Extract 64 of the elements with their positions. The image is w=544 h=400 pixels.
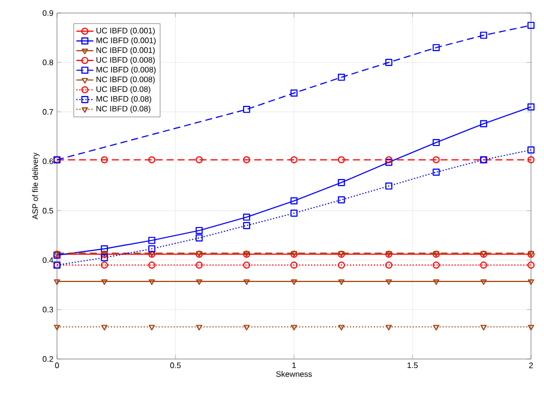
point [243,156,250,164]
point [196,279,202,285]
point [338,262,345,269]
point [527,156,535,164]
point [385,156,392,164]
point [100,156,108,164]
point [148,262,156,269]
point [527,103,535,110]
point [148,245,156,252]
point [527,262,535,269]
point [338,279,345,285]
point [338,179,345,186]
point [243,214,250,221]
point [338,324,345,330]
point [196,234,203,242]
point [290,210,298,217]
point [528,324,534,330]
point [148,156,156,164]
point [101,279,108,285]
point [54,324,60,330]
point [100,262,108,269]
point [480,32,488,39]
point [386,279,392,285]
point [243,324,250,330]
point [148,236,156,244]
point [338,74,345,81]
point [196,226,203,234]
point [290,156,298,164]
point [386,324,392,330]
point [243,262,250,269]
point [243,279,250,285]
point [148,279,155,285]
point [432,44,440,52]
point [480,120,488,128]
point [243,106,250,113]
point [290,262,298,269]
point [480,279,487,285]
point [290,90,298,97]
point [385,182,392,190]
point [432,168,440,176]
point [432,138,440,146]
point [101,324,108,330]
point [290,324,298,330]
point [433,279,440,285]
point [385,262,392,269]
point [148,324,155,330]
point [527,22,535,29]
point [385,158,392,166]
point [385,58,392,66]
point [290,279,298,285]
point [196,262,203,269]
point [527,146,535,154]
point [432,262,440,269]
point [480,262,488,269]
point [432,156,440,164]
point [338,196,345,204]
point [338,156,345,164]
point [433,324,440,330]
point [196,156,203,164]
point [100,254,108,262]
point [290,197,298,204]
point [243,222,250,230]
point [196,324,202,330]
point [480,324,487,330]
